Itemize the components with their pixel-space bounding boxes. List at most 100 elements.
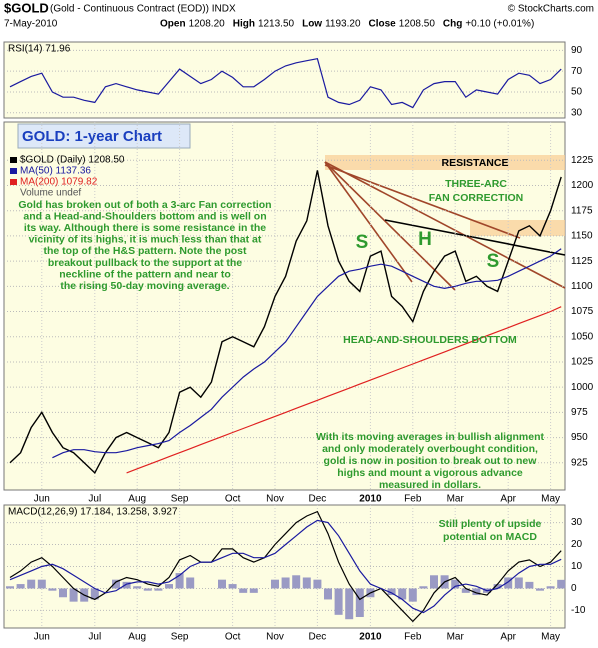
quote-value: 1208.50: [399, 19, 436, 30]
annotation: potential on MACD: [443, 531, 537, 543]
legend-swatch: [10, 179, 17, 185]
histogram-bar: [514, 577, 523, 589]
annotation: S: [487, 251, 500, 272]
legend-entry: MA(200) 1079.82: [20, 177, 98, 188]
y-tick-label: 10: [571, 561, 583, 572]
histogram-bar: [90, 588, 99, 600]
histogram-bar: [281, 577, 290, 589]
fan-lines: [324, 161, 566, 291]
x-tick-label: Apr: [500, 632, 516, 643]
y-tick-label: 1200: [571, 180, 594, 191]
series-line: [9, 519, 562, 614]
histogram-bar: [16, 584, 25, 589]
annotation: HEAD-AND-SHOULDERS BOTTOM: [343, 334, 517, 346]
histogram-bar: [355, 588, 364, 618]
histogram-bar: [536, 588, 544, 591]
histogram-bar: [133, 586, 142, 589]
histogram-bar: [249, 588, 258, 593]
series-line: [9, 58, 562, 109]
annotation: the rising 50-day moving average.: [60, 280, 229, 292]
histogram-bar: [59, 588, 67, 598]
legend-entry: Volume undef: [20, 188, 81, 199]
quote-label: Open: [160, 19, 186, 30]
histogram-bar: [175, 573, 184, 589]
histogram-bar: [324, 588, 332, 600]
rsi-panel: [3, 41, 566, 119]
y-tick-label: 1125: [571, 256, 593, 267]
x-tick-label: Sep: [171, 632, 189, 643]
annotation: THREE-ARC: [445, 178, 507, 190]
y-tick-label: 1175: [571, 205, 593, 216]
annotation: neckline of the pattern and near to: [59, 268, 231, 280]
x-tick-label: Oct: [225, 494, 241, 505]
x-tick-label: Nov: [266, 632, 284, 643]
annotation: gold is now in position to break out to …: [324, 455, 538, 467]
histogram-bar: [239, 588, 248, 593]
title-box: [17, 123, 191, 149]
y-tick-label: 950: [571, 432, 588, 443]
histogram-bar: [345, 588, 354, 620]
histogram-bar: [302, 577, 311, 589]
x-tick-label: 2010: [359, 632, 382, 643]
annotation: S: [356, 232, 369, 253]
quote-label: Close: [369, 19, 397, 30]
series-line: [9, 170, 562, 475]
annotation: its way. Although there is some resistan…: [24, 222, 266, 234]
annotation: the top of the H&S pattern. Note the pos…: [44, 245, 247, 257]
fan-line: [324, 161, 413, 283]
x-tick-label: Mar: [447, 632, 465, 643]
y-tick-label: 1150: [571, 231, 593, 242]
x-tick-label: Jul: [88, 632, 101, 643]
quote-label: High: [233, 19, 255, 30]
x-tick-label: Aug: [128, 632, 146, 643]
annotation: and a Head-and-Shoulders bottom and is w…: [23, 210, 266, 222]
x-tick-label: Mar: [447, 494, 465, 505]
copyright: © StockCharts.com: [508, 4, 594, 15]
x-tick-label: Jun: [34, 494, 50, 505]
histogram-bar: [387, 588, 396, 596]
legend-entry: $GOLD (Daily) 1208.50: [20, 155, 125, 166]
histogram-bar: [186, 577, 195, 589]
histogram-bar: [6, 586, 14, 589]
y-tick-label: 20: [571, 539, 583, 550]
histogram-bar: [37, 579, 46, 589]
series-line: [52, 248, 562, 459]
legend-entry: MA(50) 1137.36: [20, 166, 91, 177]
date: 7-May-2010: [4, 19, 58, 30]
price-panel: [3, 121, 566, 491]
annotation: Still plenty of upside: [439, 518, 542, 530]
y-tick-label: 1025: [571, 357, 594, 368]
fan-line: [324, 161, 566, 289]
annotation: vicinity of its highs, it is much less t…: [29, 234, 262, 246]
y-tick-label: 30: [571, 107, 583, 118]
histogram-bar: [69, 588, 78, 602]
histogram-bar: [122, 581, 131, 589]
histogram-bar: [48, 588, 57, 591]
quote-value: +0.10 (+0.01%): [465, 19, 534, 30]
y-tick-label: 1225: [571, 155, 594, 166]
y-tick-label: -10: [571, 605, 586, 616]
quote-label: Low: [302, 19, 322, 30]
y-tick-label: 50: [571, 87, 583, 98]
quote-label: Chg: [443, 19, 462, 30]
y-tick-label: 90: [571, 45, 583, 56]
histogram-bar: [143, 588, 152, 591]
x-tick-label: Dec: [309, 632, 327, 643]
legend-swatch: [10, 168, 17, 174]
histogram-bar: [292, 575, 301, 589]
x-tick-label: Nov: [266, 494, 284, 505]
histogram-bar: [154, 588, 163, 591]
annotation: breakout pullback to the support at the: [48, 257, 242, 269]
y-tick-label: 1050: [571, 331, 594, 342]
annotation: highs and mount a vigorous advance: [337, 467, 523, 479]
annotation: RESISTANCE: [442, 157, 509, 169]
histogram-bar: [430, 575, 438, 589]
x-tick-label: Dec: [309, 494, 327, 505]
symbol: $GOLD: [4, 0, 49, 15]
x-tick-label: Jun: [34, 632, 50, 643]
y-tick-label: 925: [571, 457, 588, 468]
x-tick-label: May: [541, 494, 560, 505]
x-tick-label: Oct: [225, 632, 241, 643]
x-tick-label: May: [541, 632, 560, 643]
